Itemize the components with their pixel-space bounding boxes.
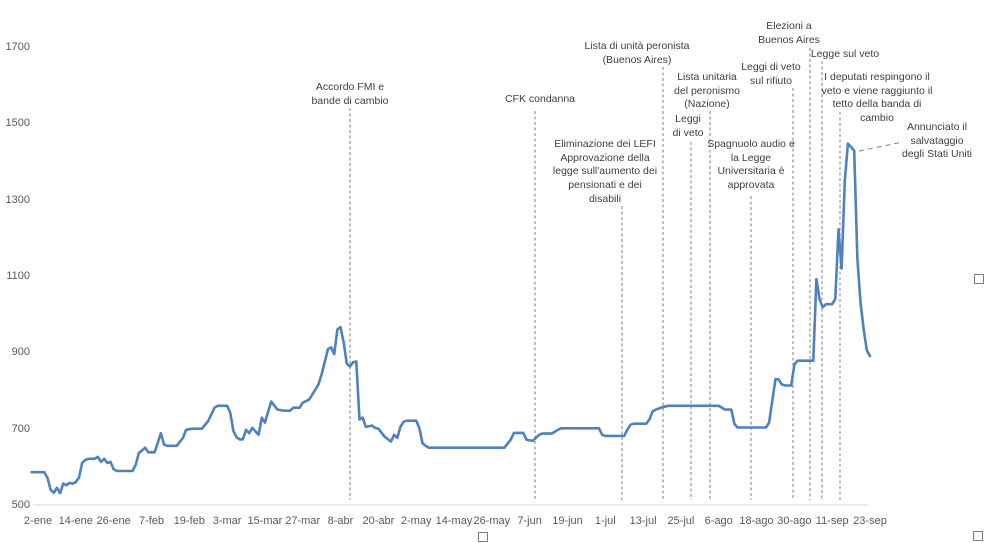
x-tick-label-25-jul: 25-jul <box>667 515 695 527</box>
risk-index-series-line <box>30 142 872 495</box>
y-tick-label-700: 700 <box>11 422 30 435</box>
x-tick-label-30-ago: 30-ago <box>777 515 812 527</box>
x-tick-label-27-mar: 27-mar <box>285 515 321 527</box>
x-tick-label-2-ene: 2-ene <box>23 515 53 527</box>
x-tick-label-18-ago: 18-ago <box>739 515 774 527</box>
x-tick-label-1-jul: 1-jul <box>594 515 616 527</box>
x-tick-label-7-feb: 7-feb <box>138 515 165 527</box>
x-tick-label-7-jun: 7-jun <box>517 515 542 527</box>
x-tick-label-11-sep: 11-sep <box>815 515 849 527</box>
y-tick-label-1500: 1500 <box>5 117 30 130</box>
x-tick-label-15-mar: 15-mar <box>247 515 283 527</box>
x-tick-label-26-may: 26-may <box>473 515 511 527</box>
square-marker-1 <box>974 274 984 284</box>
y-tick-label-1300: 1300 <box>5 193 30 206</box>
y-tick-label-1700: 1700 <box>5 41 30 53</box>
leader-dashed-line-annunciato-salvataggio <box>858 141 904 152</box>
x-tick-label-26-ene: 26-ene <box>96 515 131 527</box>
x-tick-label-14-ene: 14-ene <box>58 515 93 527</box>
x-tick-label-2-may: 2-may <box>400 515 432 527</box>
y-tick-label-500: 500 <box>11 499 30 511</box>
square-marker-2 <box>478 532 488 542</box>
x-tick-label-13-jul: 13-jul <box>629 515 657 527</box>
y-tick-label-900: 900 <box>11 346 30 359</box>
x-tick-label-3-mar: 3-mar <box>212 515 242 527</box>
x-tick-label-19-feb: 19-feb <box>173 515 205 527</box>
x-tick-label-6-ago: 6-ago <box>704 515 733 527</box>
x-tick-label-8-abr: 8-abr <box>327 515 354 527</box>
y-tick-label-1100: 1100 <box>6 270 30 282</box>
x-tick-label-23-sep: 23-sep <box>853 515 887 527</box>
x-tick-label-19-jun: 19-jun <box>552 515 583 527</box>
x-tick-label-14-may: 14-may <box>435 515 473 527</box>
x-tick-label-20-abr: 20-abr <box>362 515 395 527</box>
square-marker-3 <box>973 531 983 541</box>
